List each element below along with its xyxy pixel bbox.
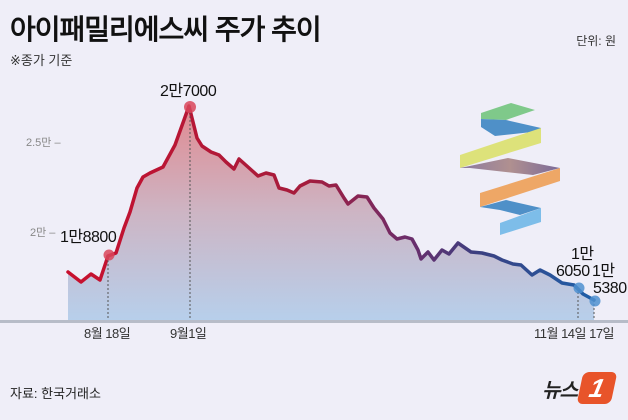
chart-title: 아이패밀리에스씨 주가 추이 (10, 14, 322, 45)
price-line (66, 104, 596, 302)
marker-nov14 (573, 282, 585, 294)
annotation-nov14-line1: 1만 (571, 245, 594, 263)
marker-nov17 (589, 295, 601, 307)
y-tick-25000: 2.5만 – (26, 136, 61, 149)
y-tick-20000: 2만 – (30, 226, 56, 239)
logo-text: 뉴스 (542, 379, 578, 402)
logo-badge-icon: 1 (576, 372, 618, 404)
x-label-nov14-17: 11월 14일 17일 (534, 326, 614, 341)
marker-sep1 (184, 101, 196, 113)
unit-label: 단위: 원 (576, 34, 616, 48)
marker-aug18 (103, 249, 115, 261)
x-label-aug18: 8월 18일 (84, 326, 130, 341)
chart-subtitle: ※종가 기준 (10, 53, 73, 68)
news1-logo: 뉴스 1 (542, 372, 618, 404)
annotation-aug18: 1만8800 (60, 228, 117, 246)
annotation-nov14-line2: 6050 (556, 263, 590, 280)
annotation-sep1: 2만7000 (160, 82, 217, 100)
helix-ribbon-icon (460, 103, 560, 235)
annotation-nov17-line1: 1만 (592, 262, 615, 280)
x-label-sep1: 9월1일 (170, 326, 206, 341)
source-label: 자료: 한국거래소 (10, 386, 101, 401)
x-axis-baseline (0, 320, 628, 323)
price-area-fill (68, 106, 594, 320)
annotation-nov17-line2: 5380 (593, 280, 627, 297)
